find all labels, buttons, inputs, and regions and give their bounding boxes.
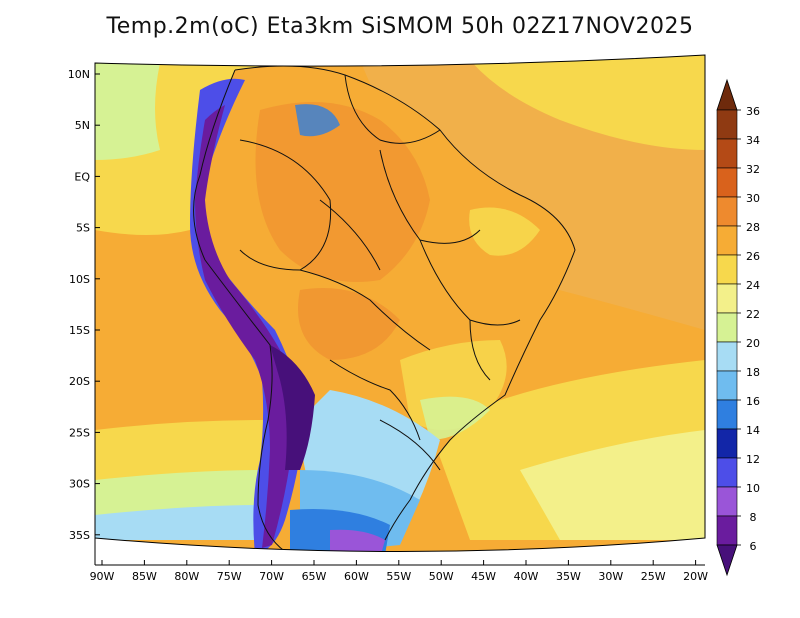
lat-tick-label: 25S xyxy=(69,426,90,439)
map-domain xyxy=(95,55,705,552)
border-states-north xyxy=(379,149,481,244)
colorbar-label: 10 xyxy=(746,482,760,495)
guiana-cold-patch xyxy=(295,104,340,137)
northeast-warm-field xyxy=(469,207,540,256)
colorbar-label: 18 xyxy=(746,366,760,379)
colorbar-segment xyxy=(716,515,738,546)
border-states-west xyxy=(319,199,381,271)
lat-tick-label: 10N xyxy=(68,68,90,81)
border-peru-colombia xyxy=(239,139,332,271)
colorbar-segment xyxy=(716,109,738,140)
southeast-cool-field xyxy=(420,396,490,440)
west-coastline-north xyxy=(193,69,236,261)
map-title: Temp.2m(oC) Eta3km SiSMOM 50h 02Z17NOV20… xyxy=(106,14,694,39)
colorbar-label: 8 xyxy=(750,511,757,524)
lon-tick-label: 85W xyxy=(132,570,157,583)
colorbar-label: 36 xyxy=(746,105,760,118)
lat-tick-label: 5S xyxy=(76,222,90,235)
colorbar-segment xyxy=(716,283,738,314)
colorbar-arrow-top xyxy=(716,78,738,111)
lat-tick-label: 5N xyxy=(75,119,90,132)
colorbar-segment xyxy=(716,457,738,488)
map-frame xyxy=(94,54,706,552)
colorbar-label: 20 xyxy=(746,337,760,350)
colorbar-label: 34 xyxy=(746,134,760,147)
colorbar-label: 30 xyxy=(746,192,760,205)
longitude-ticks: 90W 85W 80W 75W 70W 65W 60W 55W 50W 45W 40W 35W 30W 2… xyxy=(90,560,708,583)
colorbar-label: 32 xyxy=(746,163,760,176)
lat-tick-label: 35S xyxy=(69,529,90,542)
colorbar-label: 16 xyxy=(746,395,760,408)
lat-tick-label: 30S xyxy=(69,478,90,491)
border-states-east xyxy=(469,319,491,381)
north-atlantic-field xyxy=(470,55,705,150)
andes-core xyxy=(195,105,293,548)
lat-tick-label: 15S xyxy=(69,324,90,337)
lon-tick-label: 30W xyxy=(598,570,623,583)
colorbar: 36 34 32 30 28 26 24 22 20 18 16 14 12 10 8 6 xyxy=(716,78,760,577)
border-guianas xyxy=(344,74,441,144)
border-uruguay xyxy=(379,419,441,471)
lon-tick-label: 45W xyxy=(471,570,496,583)
colorbar-segment xyxy=(716,196,738,227)
lon-tick-label: 20W xyxy=(683,570,708,583)
colorbar-arrow-bottom xyxy=(716,544,738,577)
colorbar-segment xyxy=(716,312,738,343)
colorbar-label: 6 xyxy=(750,540,757,553)
colorbar-segment xyxy=(716,486,738,517)
lon-tick-label: 40W xyxy=(514,570,539,583)
south-atlantic-cool-field xyxy=(520,430,705,540)
colorbar-label: 24 xyxy=(746,279,760,292)
colorbar-segment xyxy=(716,167,738,198)
lat-tick-label: EQ xyxy=(74,170,90,183)
lon-tick-label: 55W xyxy=(386,570,411,583)
pacific-south-blue xyxy=(95,505,265,540)
lon-tick-label: 75W xyxy=(217,570,242,583)
colorbar-segment xyxy=(716,138,738,169)
lon-tick-label: 80W xyxy=(174,570,199,583)
colorbar-segment xyxy=(716,341,738,372)
east-coastline xyxy=(234,65,576,541)
lon-tick-label: 60W xyxy=(344,570,369,583)
amazon-hot-field xyxy=(255,102,430,282)
colorbar-label: 26 xyxy=(746,250,760,263)
colorbar-label: 28 xyxy=(746,221,760,234)
colorbar-label: 12 xyxy=(746,453,760,466)
colorbar-segment xyxy=(716,428,738,459)
pacific-green-field xyxy=(95,63,160,160)
lon-tick-label: 25W xyxy=(641,570,666,583)
colorbar-segment xyxy=(716,225,738,256)
colorbar-segment xyxy=(716,254,738,285)
lat-tick-label: 20S xyxy=(69,375,90,388)
central-hot-field xyxy=(298,288,400,360)
colorbar-segment xyxy=(716,399,738,430)
colorbar-segment xyxy=(716,370,738,401)
lon-tick-label: 70W xyxy=(259,570,284,583)
altiplano-core xyxy=(270,345,315,470)
lon-tick-label: 50W xyxy=(429,570,454,583)
lon-tick-label: 35W xyxy=(556,570,581,583)
border-states-central xyxy=(419,239,521,326)
latitude-ticks: 10N 5N EQ 5S 10S 15S 20S 25S 30S 35S xyxy=(68,68,100,542)
lon-tick-label: 90W xyxy=(90,570,115,583)
border-bolivia xyxy=(299,269,431,351)
border-paraguay xyxy=(329,359,421,441)
west-coastline-south xyxy=(204,259,301,552)
lat-tick-label: 10S xyxy=(69,273,90,286)
country-borders xyxy=(193,65,576,552)
colorbar-label: 22 xyxy=(746,308,760,321)
colorbar-label: 14 xyxy=(746,424,760,437)
lon-tick-label: 65W xyxy=(302,570,327,583)
south-tip-field xyxy=(330,529,385,552)
